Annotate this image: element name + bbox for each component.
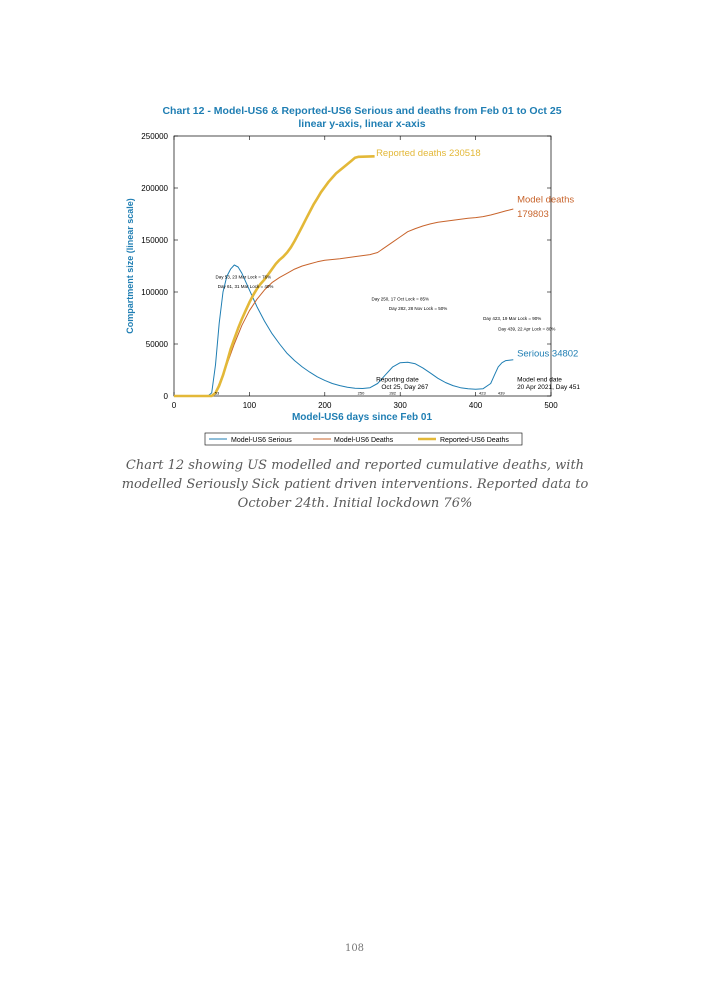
annotation-label: Oct 25, Day 267 bbox=[381, 384, 428, 391]
x-tick-label: 300 bbox=[394, 401, 408, 410]
intervention-day-marker: 282 bbox=[389, 391, 396, 396]
legend-box bbox=[204, 432, 523, 446]
x-tick-label: 100 bbox=[243, 401, 257, 410]
intervention-day-marker: 53 bbox=[215, 391, 220, 396]
x-tick-label: 0 bbox=[172, 401, 177, 410]
annotation-label: 20 Apr 2021, Day 451 bbox=[517, 384, 580, 391]
x-tick-label: 200 bbox=[318, 401, 332, 410]
annotation-label: Day 53, 23 Mar Lock = 76% bbox=[215, 274, 271, 279]
series-line-model-us6-deaths bbox=[174, 208, 514, 397]
intervention-day-marker: 439 bbox=[498, 391, 505, 396]
annotation-label: 179803 bbox=[517, 209, 549, 220]
annotation-label: Serious 34802 bbox=[517, 348, 578, 359]
intervention-day-marker: 250 bbox=[358, 391, 365, 396]
chart: Chart 12 - Model-US6 & Reported-US6 Seri… bbox=[125, 105, 580, 446]
annotation-label: Reporting date bbox=[376, 376, 419, 383]
y-tick-label: 200000 bbox=[141, 184, 168, 193]
y-tick-label: 100000 bbox=[141, 288, 168, 297]
chart-subtitle: linear y-axis, linear x-axis bbox=[298, 118, 425, 130]
annotation-group: Reported deaths 230518 Model deaths 179803… bbox=[215, 148, 580, 391]
annotation-label: Day 423, 19 Mar Lock = 90% bbox=[483, 316, 541, 321]
plot-frame bbox=[173, 135, 552, 397]
series-line-reported-us6-deaths bbox=[174, 155, 375, 398]
y-tick-label: 250000 bbox=[141, 132, 168, 141]
y-tick-label: 150000 bbox=[141, 236, 168, 245]
annotation-label: Reported deaths 230518 bbox=[376, 148, 481, 159]
annotation-label: Day 282, 28 Nov Lock = 50% bbox=[389, 306, 447, 311]
legend-label-serious: Model-US6 Serious bbox=[231, 437, 292, 444]
series-group bbox=[174, 155, 514, 398]
annotation-label: Day 439, 22 Apr Lock = 80% bbox=[498, 326, 555, 331]
page-number: 108 bbox=[344, 943, 365, 954]
x-axis-label: Model-US6 days since Feb 01 bbox=[292, 412, 432, 423]
y-axis-label: Compartment size (linear scale) bbox=[125, 198, 135, 334]
figure-caption: Chart 12 showing US modelled and reporte… bbox=[121, 458, 589, 511]
marker-group: 53 250 282 423 439 bbox=[215, 391, 506, 396]
x-tick-label: 500 bbox=[544, 401, 558, 410]
y-tick-label: 50000 bbox=[146, 340, 169, 349]
x-axis: 0 100 200 300 400 500 bbox=[172, 136, 558, 410]
annotation-label: Model end date bbox=[517, 376, 562, 383]
y-axis: 0 50000 100000 150000 200000 250000 bbox=[141, 132, 551, 401]
intervention-day-marker: 423 bbox=[479, 391, 486, 396]
y-tick-label: 0 bbox=[164, 392, 169, 401]
annotation-label: Model deaths bbox=[517, 195, 574, 206]
series-line-model-us6-serious bbox=[174, 264, 514, 397]
legend: Model-US6 Serious Model-US6 Deaths Repor… bbox=[204, 432, 523, 446]
annotation-label: Day 61, 31 Mar Lock = 40% bbox=[218, 284, 274, 289]
x-tick-label: 400 bbox=[469, 401, 483, 410]
chart-title: Chart 12 - Model-US6 & Reported-US6 Seri… bbox=[162, 105, 561, 117]
legend-label-model-deaths: Model-US6 Deaths bbox=[334, 437, 394, 444]
legend-label-reported-deaths: Reported-US6 Deaths bbox=[440, 437, 509, 444]
annotation-label: Day 250, 17 Oct Lock = 85% bbox=[372, 296, 429, 301]
